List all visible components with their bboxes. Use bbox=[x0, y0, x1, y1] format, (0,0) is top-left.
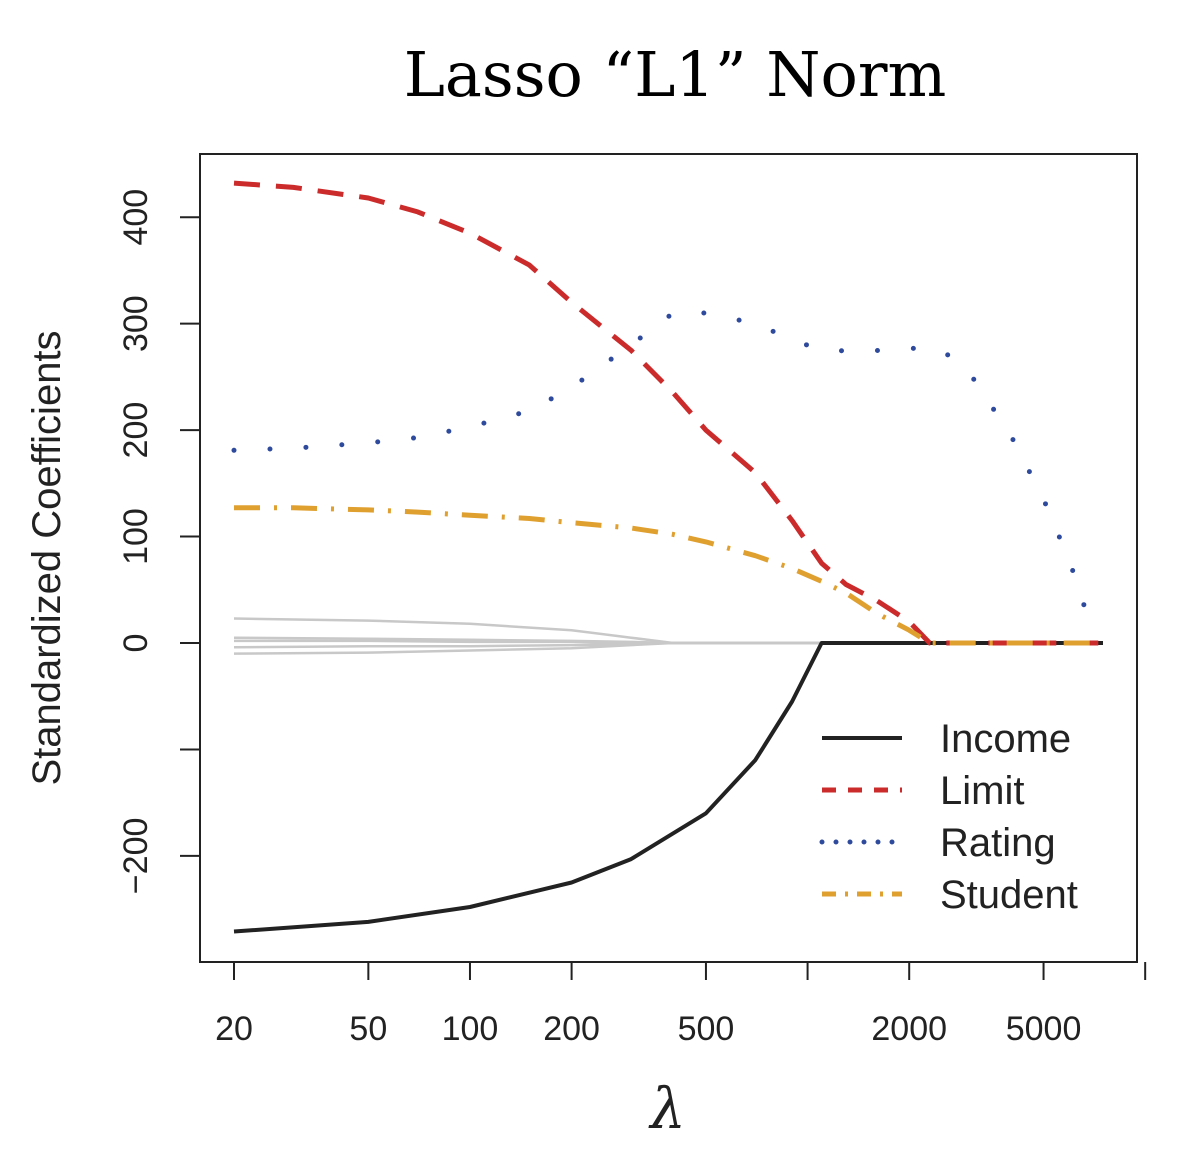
x-tick-label: 50 bbox=[349, 1010, 387, 1048]
page-title: Lasso “L1” Norm bbox=[403, 38, 947, 111]
y-axis: −200 0 100 200 300 400 bbox=[117, 189, 200, 894]
series-line-student bbox=[234, 505, 1103, 646]
x-axis: 20 50 100 200 500 2000 5000 bbox=[215, 962, 1147, 1048]
x-tick-label: 2000 bbox=[871, 1010, 947, 1048]
y-tick-label: 200 bbox=[117, 402, 155, 459]
series-line-rating bbox=[231, 310, 1096, 635]
series-line-other bbox=[233, 641, 1103, 655]
x-tick-label: 20 bbox=[215, 1010, 253, 1048]
y-tick-label: 400 bbox=[117, 189, 155, 246]
legend-label-student: Student bbox=[940, 873, 1078, 917]
y-tick-label: −200 bbox=[117, 818, 155, 895]
x-tick-label: 100 bbox=[442, 1010, 499, 1048]
series-line-limit bbox=[233, 180, 1103, 646]
y-tick-label: 0 bbox=[117, 634, 155, 653]
y-tick-label: 300 bbox=[117, 295, 155, 352]
legend-label-income: Income bbox=[940, 717, 1071, 761]
y-tick-label: 100 bbox=[117, 508, 155, 565]
series-layer bbox=[231, 180, 1103, 934]
legend-label-limit: Limit bbox=[940, 769, 1024, 813]
x-tick-label: 500 bbox=[678, 1010, 735, 1048]
x-tick-label: 200 bbox=[543, 1010, 600, 1048]
x-tick-label: 5000 bbox=[1006, 1010, 1082, 1048]
legend: Income Limit Rating Student bbox=[819, 717, 1078, 917]
x-axis-label: λ bbox=[648, 1077, 686, 1142]
y-axis-label: Standardized Coefficients bbox=[25, 330, 69, 785]
legend-label-rating: Rating bbox=[940, 821, 1056, 865]
plot-frame bbox=[199, 153, 1138, 963]
series-line-income bbox=[233, 641, 1103, 934]
